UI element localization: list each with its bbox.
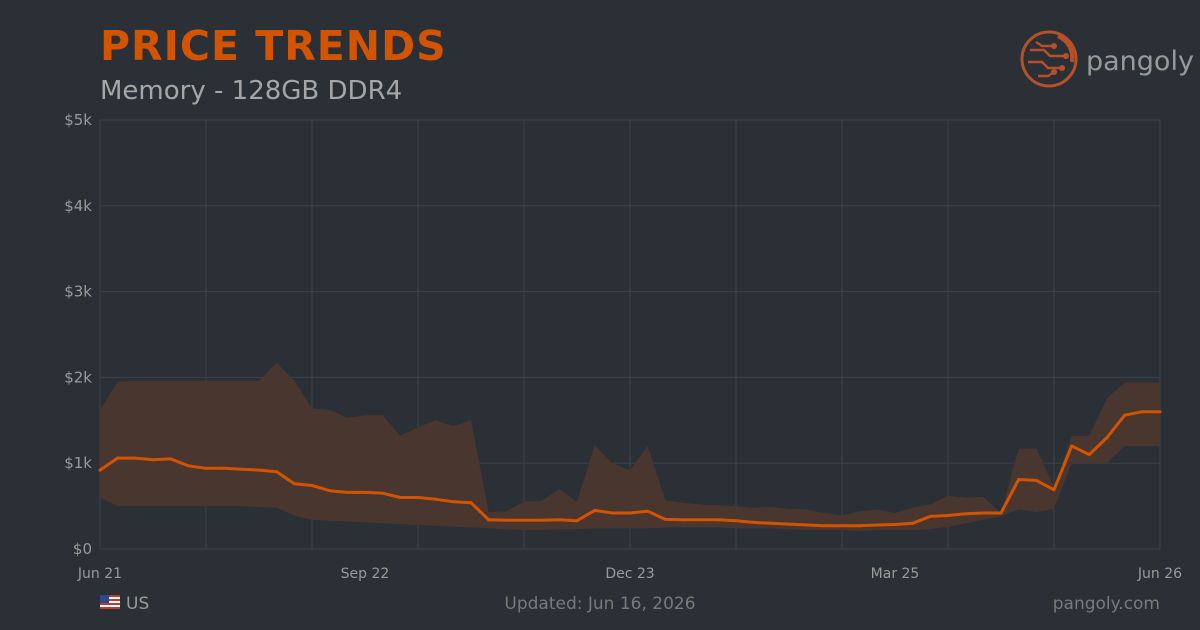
- price-point: [575, 519, 579, 523]
- price-point: [363, 490, 367, 494]
- x-tick-label: Jun 26: [1137, 566, 1182, 582]
- site-link[interactable]: pangoly.com: [1052, 594, 1160, 614]
- price-point: [769, 521, 773, 525]
- page-subtitle: Memory - 128GB DDR4: [100, 76, 403, 106]
- y-tick-label: $2k: [64, 368, 92, 386]
- price-point: [999, 511, 1003, 515]
- price-point: [434, 497, 438, 501]
- y-tick-label: $3k: [64, 283, 92, 301]
- price-point: [928, 514, 932, 518]
- price-point: [1123, 413, 1127, 417]
- price-point: [186, 464, 190, 468]
- price-point: [699, 518, 703, 522]
- price-point: [239, 467, 243, 471]
- price-point: [1034, 478, 1038, 482]
- region-label: US: [126, 594, 150, 614]
- price-point: [893, 523, 897, 527]
- x-tick-label: Sep 22: [341, 566, 390, 582]
- price-point: [610, 511, 614, 515]
- price-point: [398, 496, 402, 500]
- price-point: [875, 523, 879, 527]
- price-point: [981, 511, 985, 515]
- price-point: [275, 470, 279, 474]
- price-point: [946, 514, 950, 518]
- x-tick-label: Dec 23: [605, 566, 654, 582]
- price-point: [911, 521, 915, 525]
- price-point: [964, 512, 968, 516]
- price-point: [469, 501, 473, 505]
- price-point: [416, 496, 420, 500]
- updated-date: Updated: Jun 16, 2026: [504, 594, 696, 614]
- price-point: [451, 500, 455, 504]
- price-point: [1087, 453, 1091, 457]
- price-point: [840, 524, 844, 528]
- y-tick-label: $4k: [64, 197, 92, 215]
- price-point: [133, 456, 137, 460]
- price-range-band: [100, 362, 1160, 531]
- price-line: [98, 410, 1162, 528]
- price-point: [646, 509, 650, 513]
- price-point: [681, 518, 685, 522]
- price-point: [381, 491, 385, 495]
- price-point: [328, 489, 332, 493]
- y-tick-label: $1k: [64, 454, 92, 472]
- price-point: [169, 457, 173, 461]
- price-point: [858, 524, 862, 528]
- price-point: [557, 518, 561, 522]
- price-point: [1140, 410, 1144, 414]
- price-point: [504, 518, 508, 522]
- price-point: [1052, 488, 1056, 492]
- price-point: [1017, 478, 1021, 482]
- page-title: PRICE TRENDS: [100, 22, 447, 70]
- price-range-area: [100, 362, 1160, 531]
- price-point: [222, 466, 226, 470]
- price-point: [116, 456, 120, 460]
- price-point: [310, 484, 314, 488]
- price-point: [663, 517, 667, 521]
- price-point: [628, 511, 632, 515]
- price-point: [787, 522, 791, 526]
- price-point: [540, 518, 544, 522]
- brand-logo[interactable]: pangoly: [1018, 28, 1194, 94]
- price-point: [734, 519, 738, 523]
- price-point: [292, 482, 296, 486]
- price-point: [593, 508, 597, 512]
- price-point: [151, 458, 155, 462]
- us-flag-icon: [100, 594, 120, 614]
- pangoly-circuit-icon: [1018, 28, 1080, 94]
- price-point: [716, 518, 720, 522]
- price-point: [822, 524, 826, 528]
- x-tick-label: Mar 25: [871, 566, 920, 582]
- price-point: [345, 490, 349, 494]
- price-point: [805, 523, 809, 527]
- region-indicator: US: [100, 594, 149, 614]
- x-tick-label: Jun 21: [77, 566, 122, 582]
- price-point: [1105, 435, 1109, 439]
- price-point: [522, 518, 526, 522]
- price-point: [1070, 444, 1074, 448]
- price-point: [204, 466, 208, 470]
- price-point: [98, 468, 102, 472]
- price-point: [752, 520, 756, 524]
- price-point: [257, 468, 261, 472]
- price-point: [487, 518, 491, 522]
- price-point: [1158, 410, 1162, 414]
- brand-name: pangoly: [1086, 45, 1194, 77]
- chart-axes: $0 $1k $2k $3k $4k $5k Jun 21 Sep 22 Dec 23 Mar 2…: [64, 111, 1182, 582]
- y-tick-label: $5k: [64, 111, 92, 129]
- y-tick-label: $0: [73, 540, 92, 558]
